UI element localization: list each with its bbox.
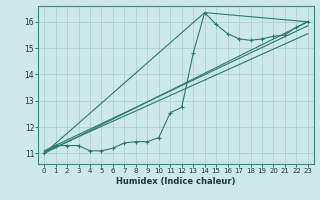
X-axis label: Humidex (Indice chaleur): Humidex (Indice chaleur) (116, 177, 236, 186)
